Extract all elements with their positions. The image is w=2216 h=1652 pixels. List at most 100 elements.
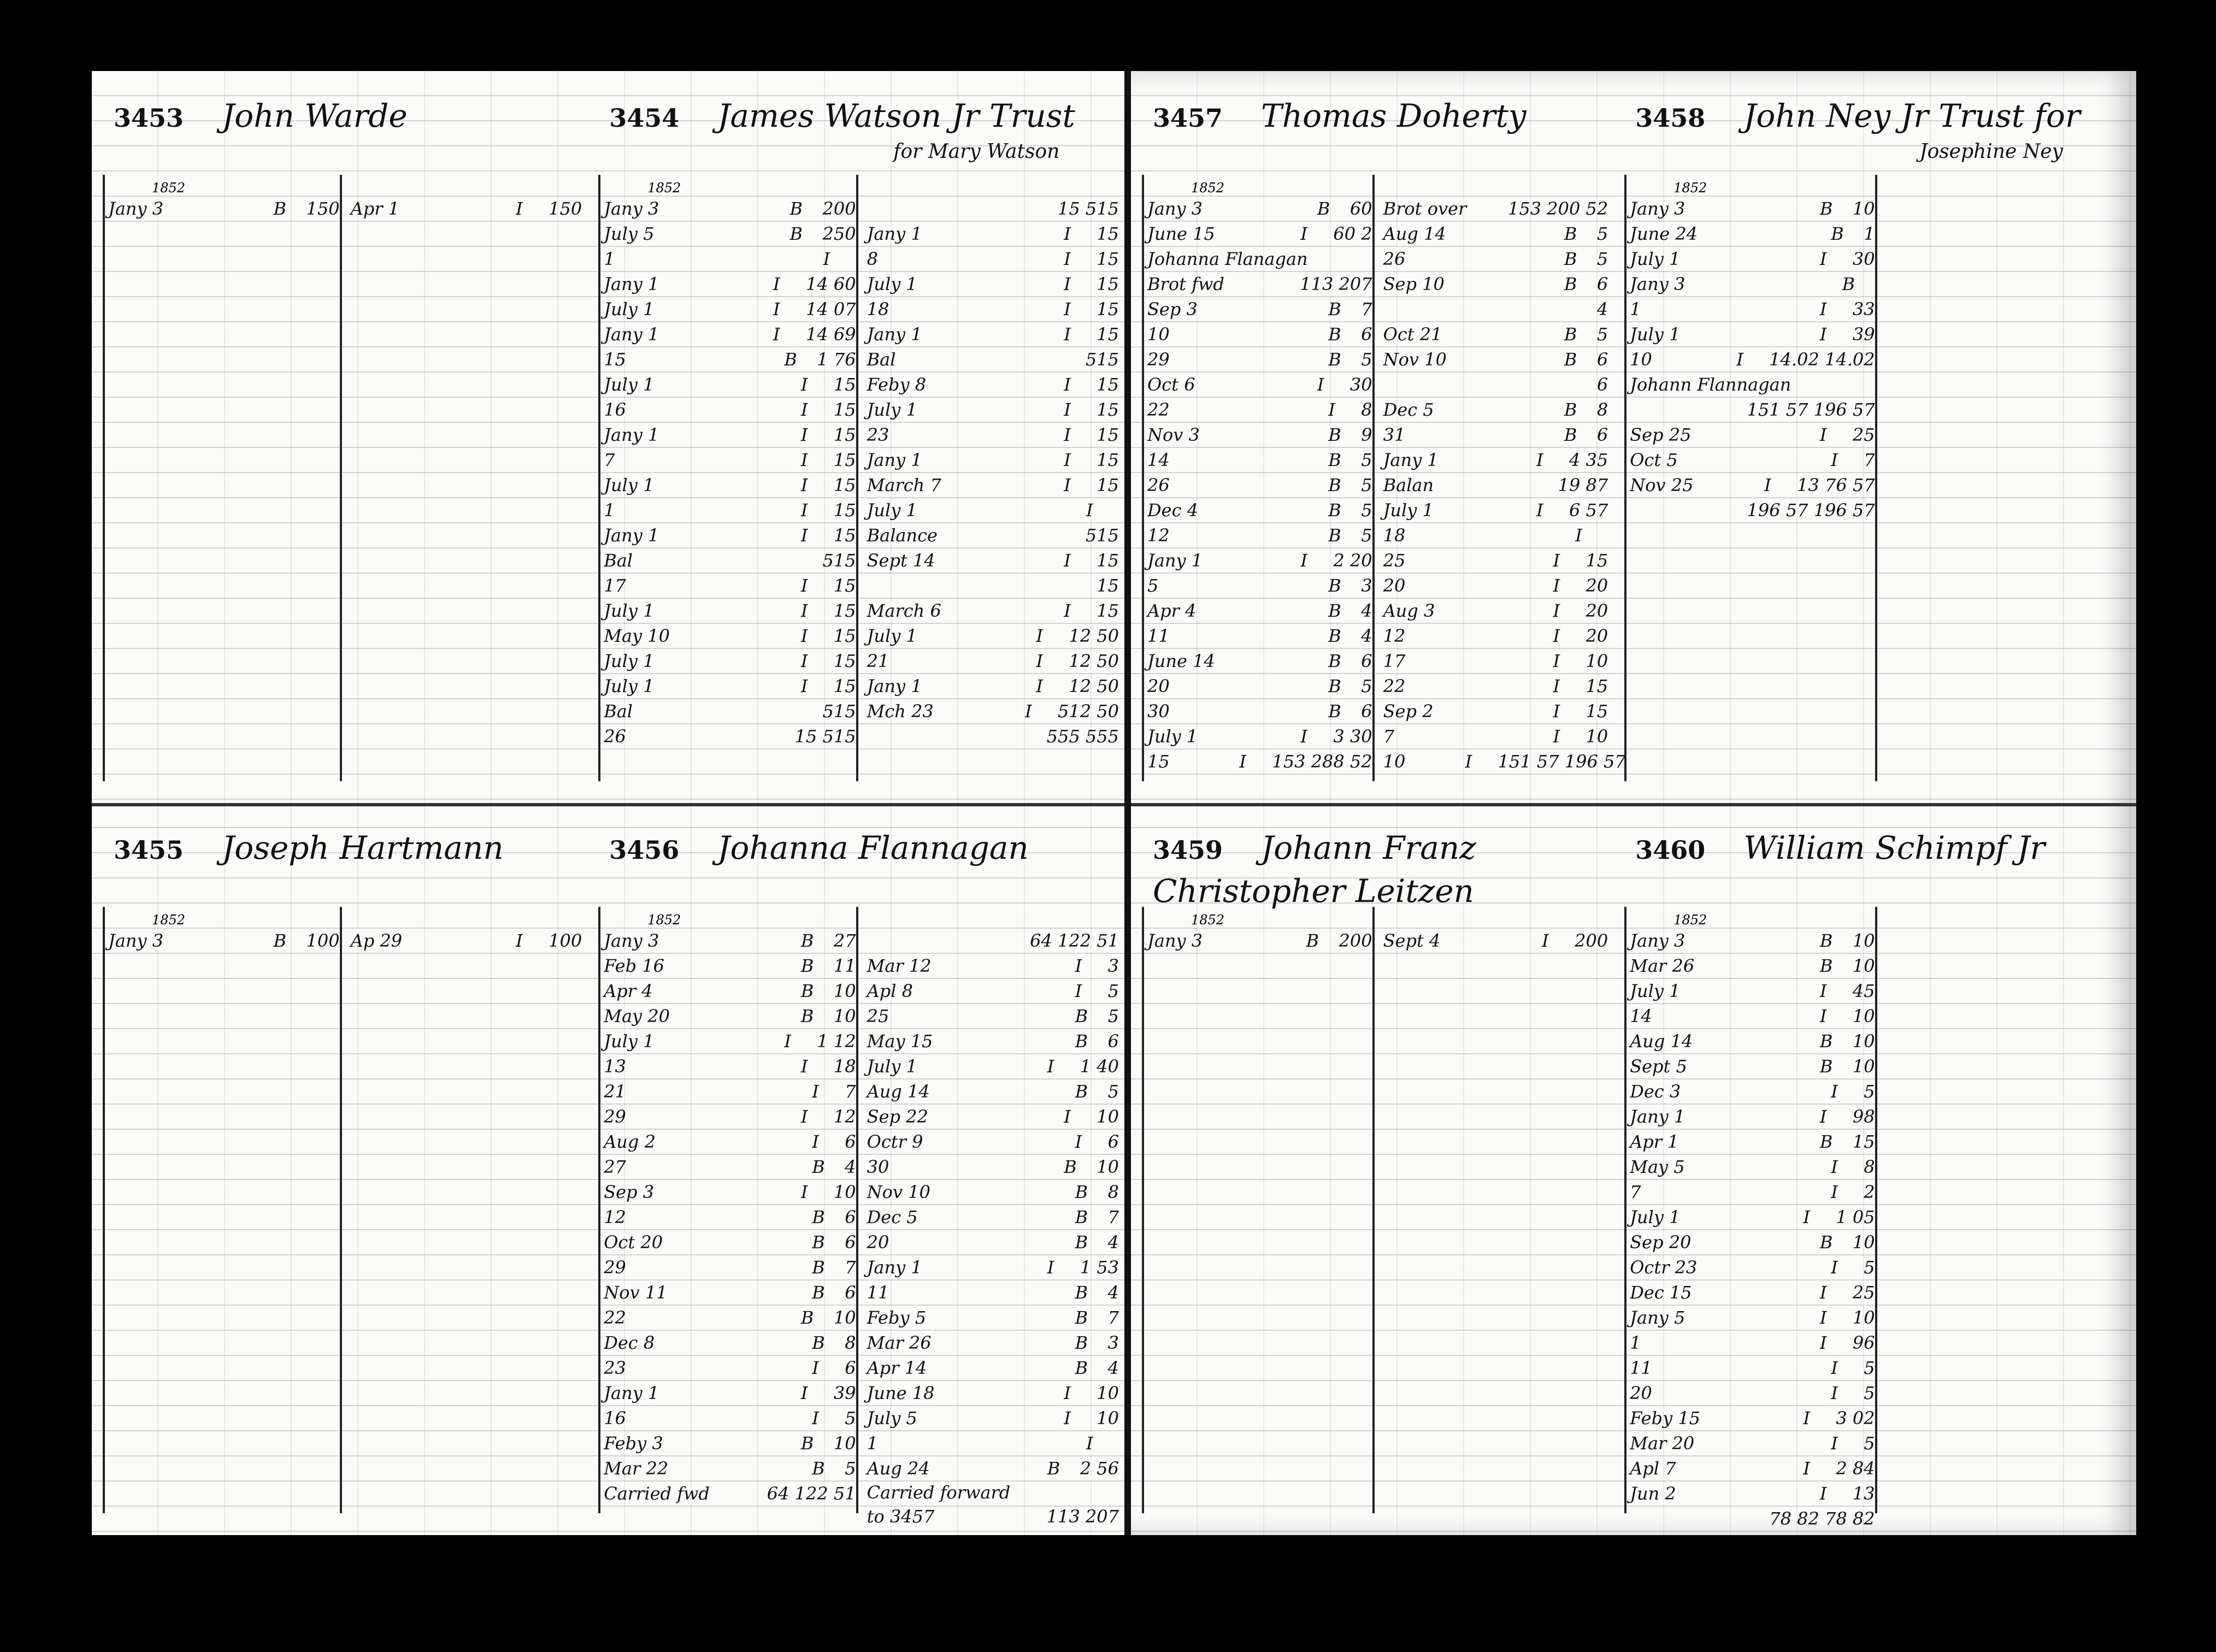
- entry-code: B: [1819, 1056, 1833, 1077]
- entry-date: 5: [1147, 575, 1159, 596]
- entry-amount: 1 12: [817, 1031, 856, 1052]
- entry-amount: 15: [833, 450, 856, 470]
- entry-amount: 8: [845, 1332, 856, 1353]
- ledger-entry: 10 I 14.02 14.02: [1630, 346, 1875, 371]
- spacer: [394, 912, 582, 928]
- entry-code: B: [1819, 198, 1833, 219]
- ledger-entry: July 1 I 15: [604, 648, 856, 673]
- entry-code: I: [516, 930, 523, 951]
- entry-amount: 15: [1097, 374, 1119, 395]
- account-holder-name: Joseph Hartmann: [222, 829, 504, 866]
- ledger-entry: 29 I 12: [604, 1104, 856, 1129]
- ledger-entry: Apr 1 B 15: [1630, 1129, 1875, 1154]
- entry-date: Jun 2: [1630, 1483, 1676, 1504]
- ledger-entry: 23 I 15: [867, 422, 1119, 447]
- entry-date: Aug 2: [604, 1131, 656, 1152]
- entry-amount: 10: [833, 1182, 856, 1202]
- ledger-column-rule: [856, 175, 858, 781]
- entry-amount: 15: [1097, 424, 1119, 445]
- spacer: [394, 180, 582, 196]
- entry-amount: 7: [845, 1257, 856, 1278]
- entry-date: Balan: [1383, 475, 1434, 495]
- entry-code: B: [1564, 274, 1577, 294]
- entry-date: July 5: [867, 1408, 917, 1429]
- entry-date: 15: [1147, 751, 1170, 772]
- entry-amount: 150: [306, 198, 340, 219]
- ledger-entry: 16 I 5: [604, 1405, 856, 1430]
- account-holder-name: William Schimpf Jr: [1743, 829, 2046, 866]
- entry-code: I: [1831, 1257, 1838, 1278]
- entry-amount: 153 288 52: [1272, 751, 1372, 772]
- entry-date: Mar 12: [867, 955, 932, 976]
- entry-amount: 5: [1361, 349, 1372, 370]
- entry-code: I: [1025, 701, 1032, 722]
- entry-amount: 5: [1864, 1433, 1875, 1454]
- entry-date: Feb 16: [604, 955, 664, 976]
- ledger-column-rule: [1875, 175, 1877, 781]
- ledger-entry: Sep 20 B 10: [1630, 1229, 1875, 1254]
- entry-date: 12: [604, 1207, 626, 1228]
- ledger-entry: 64 122 51: [867, 928, 1119, 953]
- entry-amount: 5: [845, 1408, 856, 1429]
- ledger-entry: Oct 5 I 7: [1630, 447, 1875, 472]
- entry-date: Jany 3: [108, 198, 164, 219]
- ledger-entry: 26 B 5: [1383, 246, 1608, 271]
- entry-date: 11: [1147, 626, 1170, 646]
- entry-amount: 15: [1097, 324, 1119, 345]
- entry-date: June 18: [867, 1383, 935, 1403]
- entry-date: 22: [1147, 399, 1170, 420]
- ledger-entry: March 7 I 15: [867, 472, 1119, 497]
- entry-amount: 200: [1339, 930, 1372, 951]
- entry-amount: 5: [1361, 475, 1372, 495]
- entry-date: 18: [1383, 525, 1406, 546]
- entry-date: July 1: [1630, 249, 1681, 269]
- account-holder-name: John Ney Jr Trust for: [1743, 97, 2081, 134]
- ledger-entry: Oct 20 B 6: [604, 1229, 856, 1254]
- entry-code: B: [1075, 1307, 1088, 1328]
- ledger-entry: 78 82 78 82: [1630, 1506, 1875, 1531]
- account-3456: 3456 Johanna Flannagan 1852 Jany 3 B 27 Feb 16…: [587, 803, 1124, 1535]
- ledger-entry: July 1 I 15: [604, 472, 856, 497]
- entry-code: I: [1064, 223, 1071, 244]
- ledger-entry: 14 B 5: [1147, 447, 1372, 472]
- entry-code: B: [1819, 1031, 1833, 1052]
- ledger-entry: July 1 I 15: [867, 397, 1119, 422]
- debit-column: 1852 Jany 3 B 150: [108, 180, 340, 221]
- ledger-entry: 15 I 153 288 52: [1147, 748, 1372, 774]
- entry-date: Oct 21: [1383, 324, 1442, 345]
- entry-amount: 1 53: [1080, 1257, 1119, 1278]
- entry-code: B: [812, 1458, 825, 1479]
- entry-amount: 515: [822, 701, 856, 722]
- entry-date: March 7: [867, 475, 941, 495]
- entry-date: Octr 23: [1630, 1257, 1698, 1278]
- entry-date: Feby 8: [867, 374, 927, 395]
- ledger-entry: Sep 10 B 6: [1383, 271, 1608, 296]
- entry-code: I: [1064, 424, 1071, 445]
- entry-amount: 2 84: [1836, 1458, 1875, 1479]
- entry-date: July 1: [867, 500, 917, 521]
- ledger-entry: 25 I 15: [1383, 547, 1608, 573]
- entry-code: I: [800, 475, 808, 495]
- entry-code: B: [800, 1433, 814, 1454]
- entry-date: Sept 14: [867, 550, 935, 571]
- entry-date: Jany 1: [867, 1257, 922, 1278]
- entry-amount: 10: [1852, 198, 1875, 219]
- entry-date: Jany 1: [604, 525, 659, 546]
- entry-code: I: [1064, 324, 1071, 345]
- entry-date: July 1: [604, 676, 655, 697]
- entry-code: B: [1328, 299, 1341, 320]
- entry-amount: 200: [822, 198, 856, 219]
- account-holder-name: Johanna Flannagan: [717, 829, 1029, 866]
- entry-amount: 6: [1361, 324, 1372, 345]
- entry-date: Jany 3: [1630, 274, 1685, 294]
- entry-amount: 64 122 51: [1030, 930, 1119, 951]
- entry-code: I: [1064, 274, 1071, 294]
- entry-date: Jany 1: [604, 324, 659, 345]
- ledger-columns: 1852 Jany 3 B 100 Ap 29 I 100: [108, 912, 582, 953]
- spacer: [1427, 912, 1608, 928]
- entry-code: I: [1086, 500, 1093, 521]
- book-gutter: [1124, 71, 1131, 1535]
- ledger-entry: Apl 7 I 2 84: [1630, 1455, 1875, 1480]
